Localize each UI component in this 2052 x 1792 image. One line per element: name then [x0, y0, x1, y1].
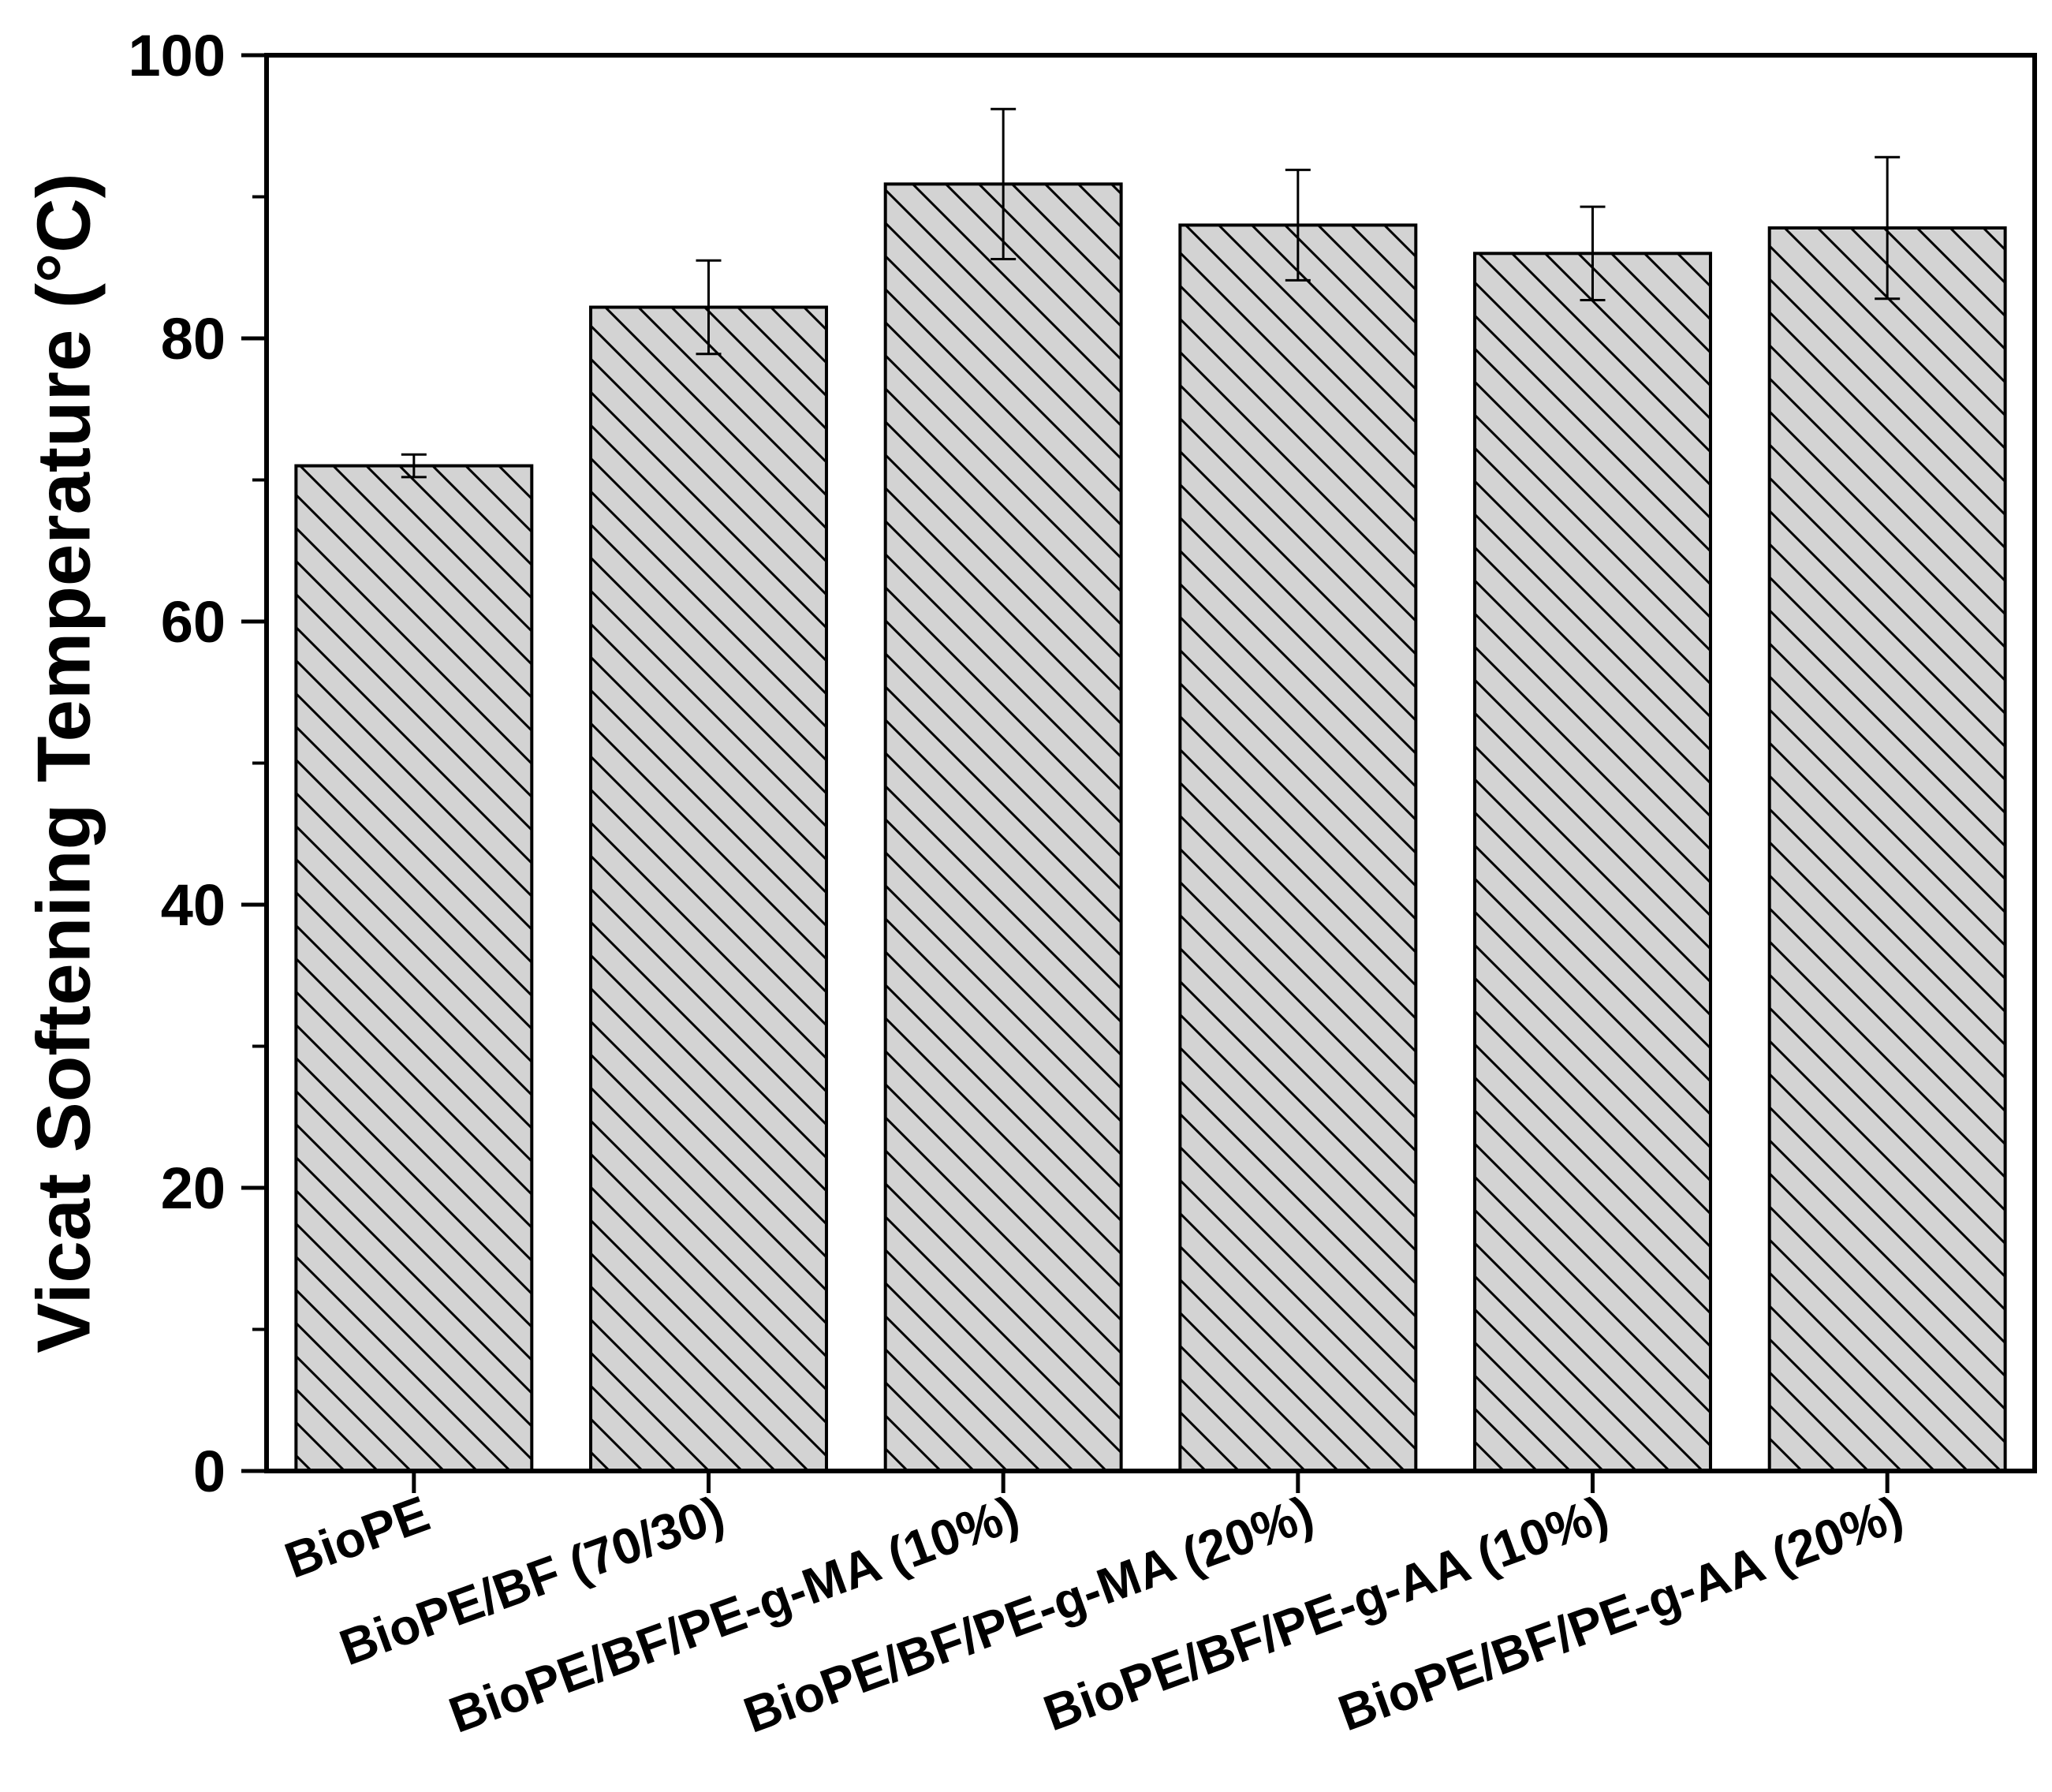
x-tick-label: BioPE: [278, 1484, 437, 1589]
bar: [883, 182, 1123, 1473]
y-tick-label: 40: [161, 872, 226, 938]
y-tick-label: 0: [193, 1439, 226, 1504]
bar: [1767, 226, 2007, 1473]
error-bar: [1580, 205, 1606, 302]
error-bar: [401, 453, 427, 479]
error-bar: [1285, 168, 1311, 282]
bar: [294, 464, 534, 1473]
error-bars-layer: [401, 107, 1901, 479]
error-bar: [991, 107, 1017, 260]
y-tick-label: 80: [161, 306, 226, 371]
error-bar: [696, 259, 722, 356]
x-tick-label: BioPE/BF/PE-g-AA (20%): [1331, 1484, 1910, 1742]
y-tick-label: 60: [161, 589, 226, 655]
y-tick-label: 20: [161, 1155, 226, 1221]
bar: [1473, 252, 1712, 1473]
x-tick-label: BioPE/BF/PE-g-MA (10%): [442, 1484, 1026, 1743]
x-tick-label: BioPE/BF/PE-g-AA (10%): [1036, 1484, 1615, 1742]
x-tick-label: BioPE/BF/PE-g-MA (20%): [737, 1484, 1321, 1743]
error-bar: [1875, 155, 1901, 301]
y-axis-title: Vicat Softening Temperature (°C): [21, 173, 106, 1353]
y-tick-label: 100: [129, 23, 226, 88]
bars-layer: [294, 182, 2007, 1473]
bar: [589, 305, 828, 1473]
bar: [1178, 223, 1418, 1473]
y-axis: 0 20 40 60 80 100: [129, 23, 267, 1504]
